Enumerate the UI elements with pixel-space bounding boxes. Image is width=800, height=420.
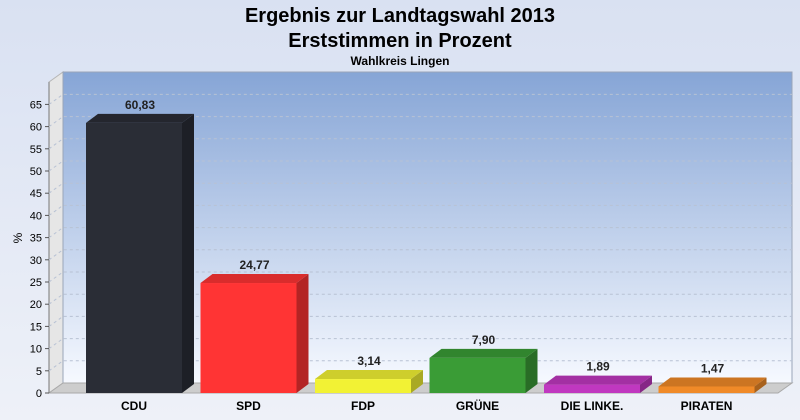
chart-subtitle: Erststimmen in Prozent [288, 30, 512, 52]
y-tick-label: 25 [30, 277, 42, 289]
bar-grüne [429, 348, 538, 393]
bar-top [544, 375, 652, 385]
category-label: PIRATEN [681, 399, 733, 413]
y-tick-label: 0 [36, 388, 42, 400]
bar-front [86, 122, 182, 394]
bar-side [754, 377, 767, 393]
y-tick-label: 40 [30, 210, 42, 222]
value-label: 1,47 [701, 361, 725, 375]
bar-cdu [86, 113, 194, 394]
bar-front [429, 357, 526, 393]
value-label: 24,77 [239, 258, 269, 272]
bar-side [640, 375, 652, 393]
value-label: 60,83 [125, 98, 155, 112]
y-tick-label: 35 [30, 233, 42, 245]
bar-front [544, 384, 640, 393]
category-labels: CDU SPD FDP GRÜNE DIE LINKE. PIRATEN [121, 398, 732, 413]
y-tick-label: 30 [30, 255, 42, 267]
category-label: DIE LINKE. [561, 399, 624, 413]
bar-spd [200, 274, 309, 393]
y-tick-label: 45 [30, 188, 42, 200]
bar-side [411, 370, 423, 393]
bar-front [200, 283, 297, 393]
y-axis-ticks: 0 5 10 15 20 25 30 35 40 45 50 55 60 65 [30, 99, 49, 400]
category-label: FDP [351, 399, 375, 413]
bar-piraten [658, 377, 767, 393]
y-tick-label: 15 [30, 321, 42, 333]
y-tick-label: 50 [30, 166, 42, 178]
y-axis-label: % [11, 232, 25, 243]
bar-top [315, 370, 423, 380]
y-tick-label: 10 [30, 344, 42, 356]
bar-front [658, 386, 755, 393]
y-tick-label: 5 [36, 366, 42, 378]
bar-side [296, 274, 309, 393]
bar-fdp [315, 370, 423, 393]
y-tick-label: 20 [30, 299, 42, 311]
bar-side [182, 113, 194, 394]
value-label: 7,90 [472, 333, 496, 347]
bars: 60,83 24,77 3,14 7,90 1,89 1,47 [86, 98, 767, 394]
bar-side [525, 348, 538, 393]
category-label: CDU [121, 399, 147, 413]
value-label: 1,89 [586, 360, 610, 374]
category-label: SPD [236, 399, 261, 413]
bar-top [658, 377, 767, 387]
category-label: GRÜNE [456, 398, 499, 413]
bar-top [429, 348, 538, 358]
bar-die-linke [544, 375, 652, 393]
y-tick-label: 60 [30, 122, 42, 134]
value-label: 3,14 [357, 354, 381, 368]
y-tick-label: 65 [30, 99, 42, 111]
chart-note: Wahlkreis Lingen [351, 54, 450, 68]
chart-title: Ergebnis zur Landtagswahl 2013 [245, 5, 555, 27]
bar-front [315, 379, 411, 393]
bar-top [86, 113, 194, 123]
y-tick-label: 55 [30, 144, 42, 156]
bar-top [200, 274, 309, 284]
